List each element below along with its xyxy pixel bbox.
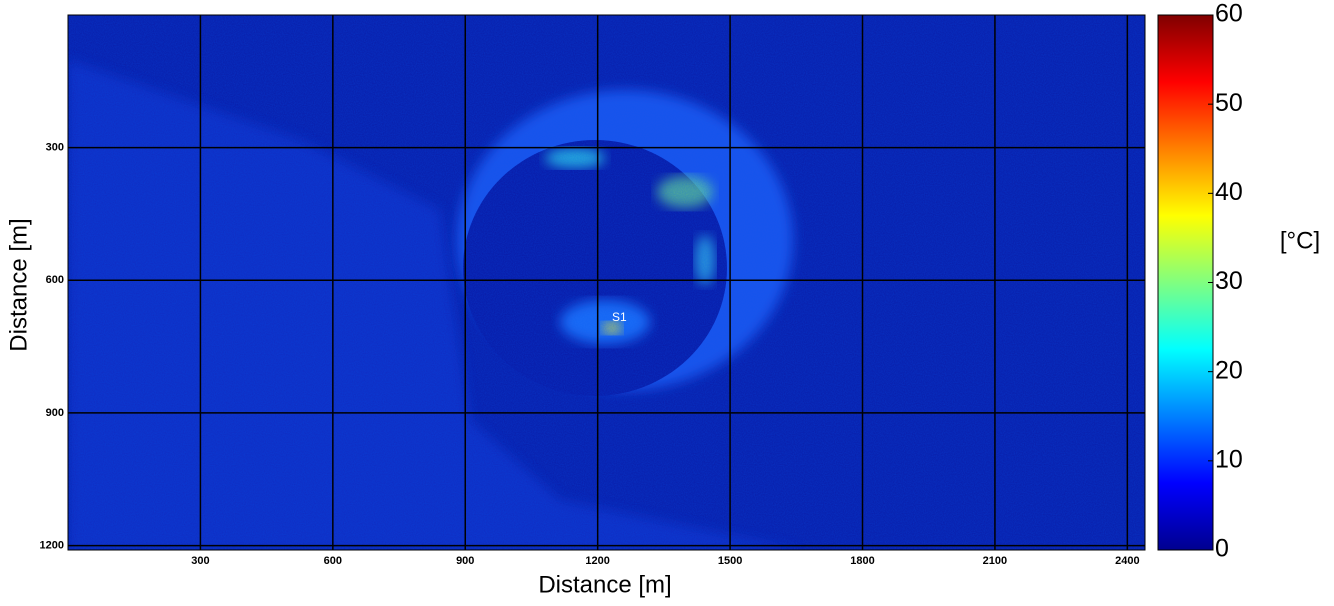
thermal-image [68,15,1145,550]
colorbar-tick-label: 30 [1215,267,1243,295]
x-tick-label: 1200 [585,555,609,567]
y-tick-label: 1200 [40,539,64,551]
x-tick-label: 1500 [718,555,742,567]
y-axis-title: Distance [m] [5,218,32,351]
x-tick-label: 300 [191,555,209,567]
colorbar-tick-label: 60 [1215,0,1243,28]
colorbar [1157,14,1214,551]
x-tick-label: 2100 [983,555,1007,567]
colorbar-tick-label: 20 [1215,356,1243,384]
y-tick-label: 600 [46,274,64,286]
colorbar-label: [°C] [1280,227,1320,254]
y-tick-label: 300 [46,142,64,154]
colorbar-tick-label: 10 [1215,445,1243,473]
colorbar-tick-label: 0 [1215,535,1229,563]
x-tick-label: 2400 [1115,555,1139,567]
plot-frame [67,14,1146,551]
x-axis-title: Distance [m] [538,571,671,598]
x-tick-label: 600 [324,555,342,567]
x-tick-label: 1800 [850,555,874,567]
x-tick-label: 900 [456,555,474,567]
colorbar-tick-label: 50 [1215,89,1243,117]
y-tick-label: 900 [46,407,64,419]
annotation: S1 [612,310,627,324]
colorbar-tick-label: 40 [1215,178,1243,206]
